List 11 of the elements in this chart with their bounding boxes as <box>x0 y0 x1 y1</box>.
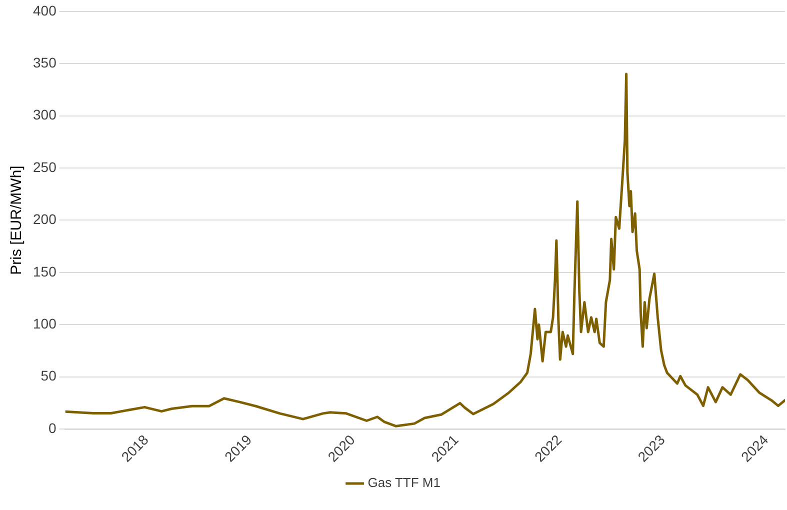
y-tick-label: 50 <box>40 368 57 384</box>
y-tick-label: 150 <box>33 263 57 280</box>
y-axis-title: Pris [EUR/MWh] <box>8 166 26 275</box>
y-tick-label: 100 <box>33 316 57 332</box>
y-tick-label: 250 <box>33 158 57 175</box>
y-tick-label: 400 <box>33 2 57 18</box>
y-tick-label: 200 <box>33 211 57 228</box>
y-tick-label: 300 <box>33 106 57 123</box>
y-tick-label: 350 <box>33 54 57 70</box>
legend-label: Gas TTF M1 <box>368 475 440 490</box>
y-tick-label: 0 <box>48 420 57 436</box>
